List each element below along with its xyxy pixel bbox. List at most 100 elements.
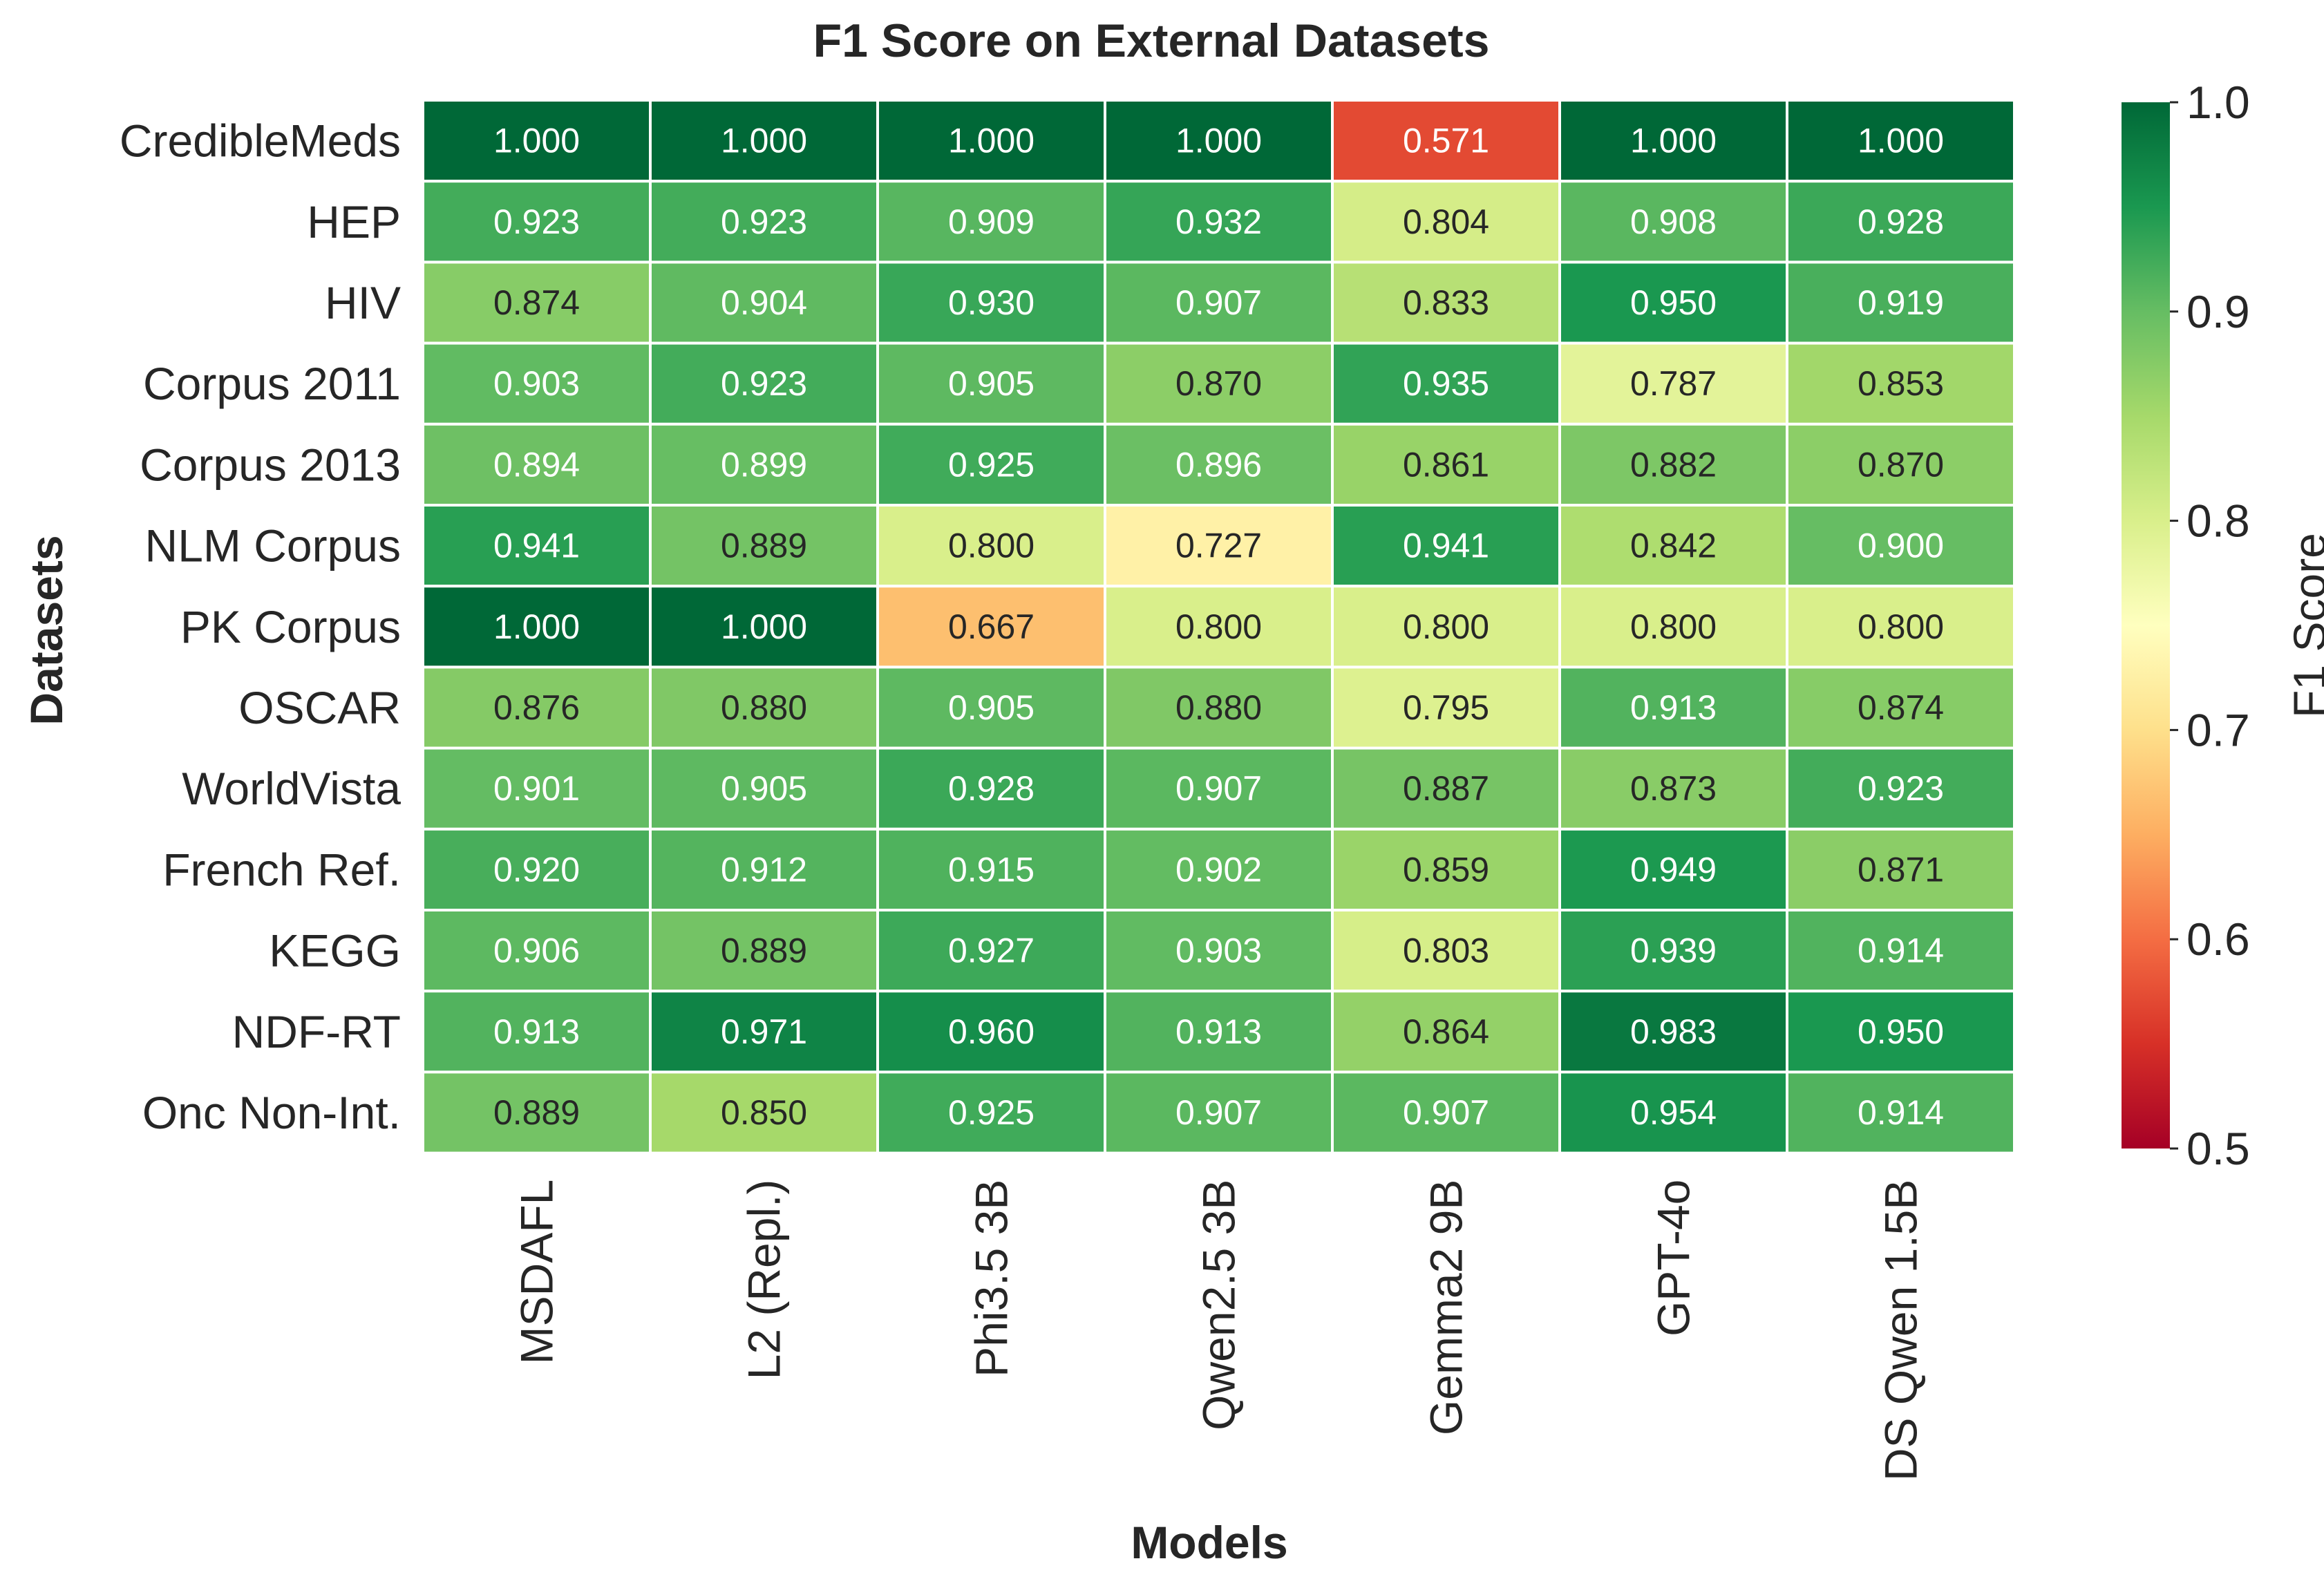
row-label: KEGG [269, 925, 401, 976]
cell-value-label: 0.907 [1175, 283, 1262, 322]
cell-value-label: 0.923 [721, 202, 807, 241]
heatmap-cell [1786, 990, 2016, 1074]
cell-value-label: 0.905 [948, 364, 1035, 403]
heatmap-cell [876, 746, 1106, 831]
heatmap-cell [1331, 1070, 1561, 1155]
colorbar-tick-label: 0.6 [2186, 914, 2250, 965]
row-labels: CredibleMeds HEP HIV Corpus 2011 Corpus 2013… [120, 115, 401, 1138]
row-label: HEP [307, 196, 401, 247]
row-label: PK Corpus [180, 601, 401, 652]
cell-value-label: 0.904 [721, 283, 807, 322]
cell-value-label: 0.907 [1175, 769, 1262, 808]
heatmap-cell [1558, 665, 1788, 750]
row-label: HIV [325, 277, 401, 328]
heatmap-cell [1331, 746, 1561, 831]
cell-value-label: 0.850 [721, 1093, 807, 1132]
colorbar-tick-label: 1.0 [2186, 77, 2250, 128]
heatmap-cell [649, 504, 879, 588]
cell-value-label: 0.923 [1858, 769, 1944, 808]
heatmap-cell [649, 341, 879, 426]
heatmap-cell [1558, 261, 1788, 345]
heatmap-cell [422, 504, 652, 588]
row-label: NDF-RT [232, 1006, 401, 1057]
column-label: Qwen2.5 3B [1193, 1180, 1245, 1430]
cell-value-label: 1.000 [493, 122, 580, 160]
row-label: CredibleMeds [120, 115, 401, 167]
cell-value-label: 0.901 [493, 769, 580, 808]
heatmap-cell [1558, 341, 1788, 426]
cell-value-label: 0.833 [1403, 283, 1489, 322]
heatmap-cell [1558, 585, 1788, 669]
heatmap-cell [422, 422, 652, 507]
heatmap-cell [649, 1070, 879, 1155]
chart-title: F1 Score on External Datasets [813, 15, 1490, 67]
heatmap-cell [1331, 504, 1561, 588]
heatmap-cell [1104, 585, 1334, 669]
x-axis-label: Models [1131, 1517, 1287, 1568]
cell-value-label: 0.919 [1858, 283, 1944, 322]
row-label: French Ref. [162, 844, 401, 895]
heatmap-cell [1786, 261, 2016, 345]
cell-value-label: 0.874 [1858, 688, 1944, 727]
column-label: GPT-4o [1648, 1180, 1699, 1336]
cell-value-label: 0.949 [1630, 850, 1717, 889]
cell-value-label: 0.870 [1858, 445, 1944, 484]
cell-value-label: 0.899 [721, 445, 807, 484]
heatmap-cell [422, 180, 652, 264]
cell-value-label: 0.912 [721, 850, 807, 889]
cell-value-label: 0.913 [1630, 688, 1717, 727]
y-axis-label: Datasets [21, 535, 72, 725]
cell-value-label: 0.909 [948, 202, 1035, 241]
cell-value-label: 0.920 [493, 850, 580, 889]
cell-value-label: 0.939 [1630, 932, 1717, 970]
cell-value-label: 0.900 [1858, 527, 1944, 565]
heatmap-cell [1786, 909, 2016, 993]
cell-value-label: 1.000 [721, 607, 807, 646]
heatmap-cell [1558, 909, 1788, 993]
cell-value-label: 0.914 [1858, 1093, 1944, 1132]
heatmap-cell [422, 1070, 652, 1155]
colorbar-ticks: 0.5 0.6 0.7 0.8 0.9 1.0 [2170, 77, 2250, 1174]
cell-value-label: 0.795 [1403, 688, 1489, 727]
cell-value-label: 1.000 [493, 607, 580, 646]
cell-value-label: 0.873 [1630, 769, 1717, 808]
cell-value-label: 0.880 [721, 688, 807, 727]
heatmap-cell [876, 422, 1106, 507]
cell-value-label: 0.889 [493, 1093, 580, 1132]
cell-value-label: 0.906 [493, 932, 580, 970]
colorbar-tick-label: 0.9 [2186, 286, 2250, 337]
heatmap-cell [1558, 827, 1788, 912]
heatmap-cell [649, 665, 879, 750]
heatmap-cell [1786, 1070, 2016, 1155]
heatmap-cell [1331, 585, 1561, 669]
heatmap-cell [1331, 990, 1561, 1074]
cell-value-label: 0.800 [1175, 607, 1262, 646]
cell-value-label: 0.954 [1630, 1093, 1717, 1132]
cell-value-label: 0.667 [948, 607, 1035, 646]
cell-value-label: 0.915 [948, 850, 1035, 889]
heatmap-cell [1331, 827, 1561, 912]
heatmap-cell [422, 341, 652, 426]
cell-value-label: 1.000 [948, 122, 1035, 160]
cell-value-label: 0.983 [1630, 1012, 1717, 1051]
heatmap-cell [1786, 180, 2016, 264]
heatmap-cell [1786, 341, 2016, 426]
cell-value-label: 0.907 [1403, 1093, 1489, 1132]
heatmap-cell [1786, 504, 2016, 588]
cell-value-label: 0.905 [948, 688, 1035, 727]
cell-value-label: 0.870 [1175, 364, 1262, 403]
heatmap-cell [1104, 261, 1334, 345]
cell-value-label: 0.787 [1630, 364, 1717, 403]
row-label: Onc Non-Int. [142, 1087, 401, 1138]
cell-value-label: 0.941 [1403, 527, 1489, 565]
row-label: NLM Corpus [145, 520, 401, 571]
cell-value-label: 0.932 [1175, 202, 1262, 241]
cell-value-label: 0.902 [1175, 850, 1262, 889]
heatmap-cell [1331, 909, 1561, 993]
cell-value-label: 0.925 [948, 445, 1035, 484]
column-label: Gemma2 9B [1421, 1180, 1472, 1435]
heatmap-cell [876, 585, 1106, 669]
heatmap-cell [422, 99, 652, 183]
cell-value-label: 0.800 [1403, 607, 1489, 646]
cell-value-label: 0.923 [493, 202, 580, 241]
